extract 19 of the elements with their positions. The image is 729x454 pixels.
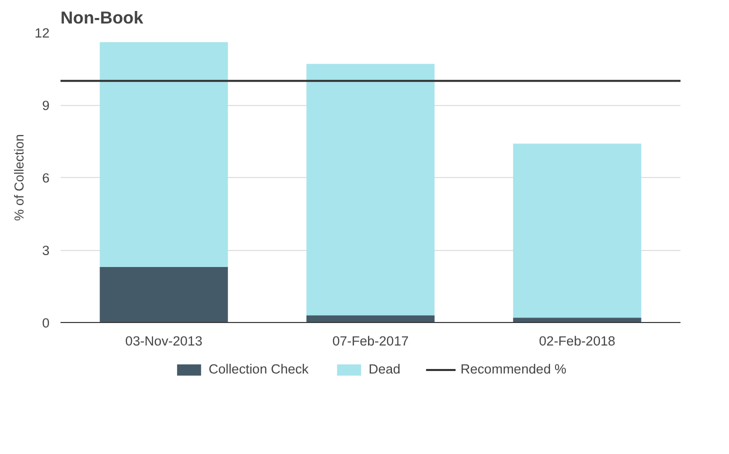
bar	[100, 266, 228, 322]
x-tick-label: 02-Feb-2018	[539, 334, 616, 348]
bar	[306, 64, 435, 316]
y-tick-label: 12	[34, 26, 50, 40]
y-tick-label: 3	[42, 243, 50, 258]
y-axis-title: % of Collection	[12, 134, 27, 221]
x-tick-label: 07-Feb-2017	[332, 334, 409, 348]
legend-label: Recommended %	[460, 362, 566, 376]
y-tick-label: 0	[42, 316, 50, 330]
chart-title: Non-Book	[60, 8, 144, 28]
legend-label: Dead	[368, 362, 400, 376]
y-tick-label: 9	[42, 98, 50, 113]
y-tick-label: 6	[42, 170, 50, 186]
bar	[100, 42, 228, 267]
legend-label: Collection Check	[208, 362, 309, 376]
bar	[513, 318, 642, 322]
x-tick-label: 03-Nov-2013	[125, 334, 202, 348]
bar	[306, 315, 435, 322]
bar	[513, 144, 642, 318]
